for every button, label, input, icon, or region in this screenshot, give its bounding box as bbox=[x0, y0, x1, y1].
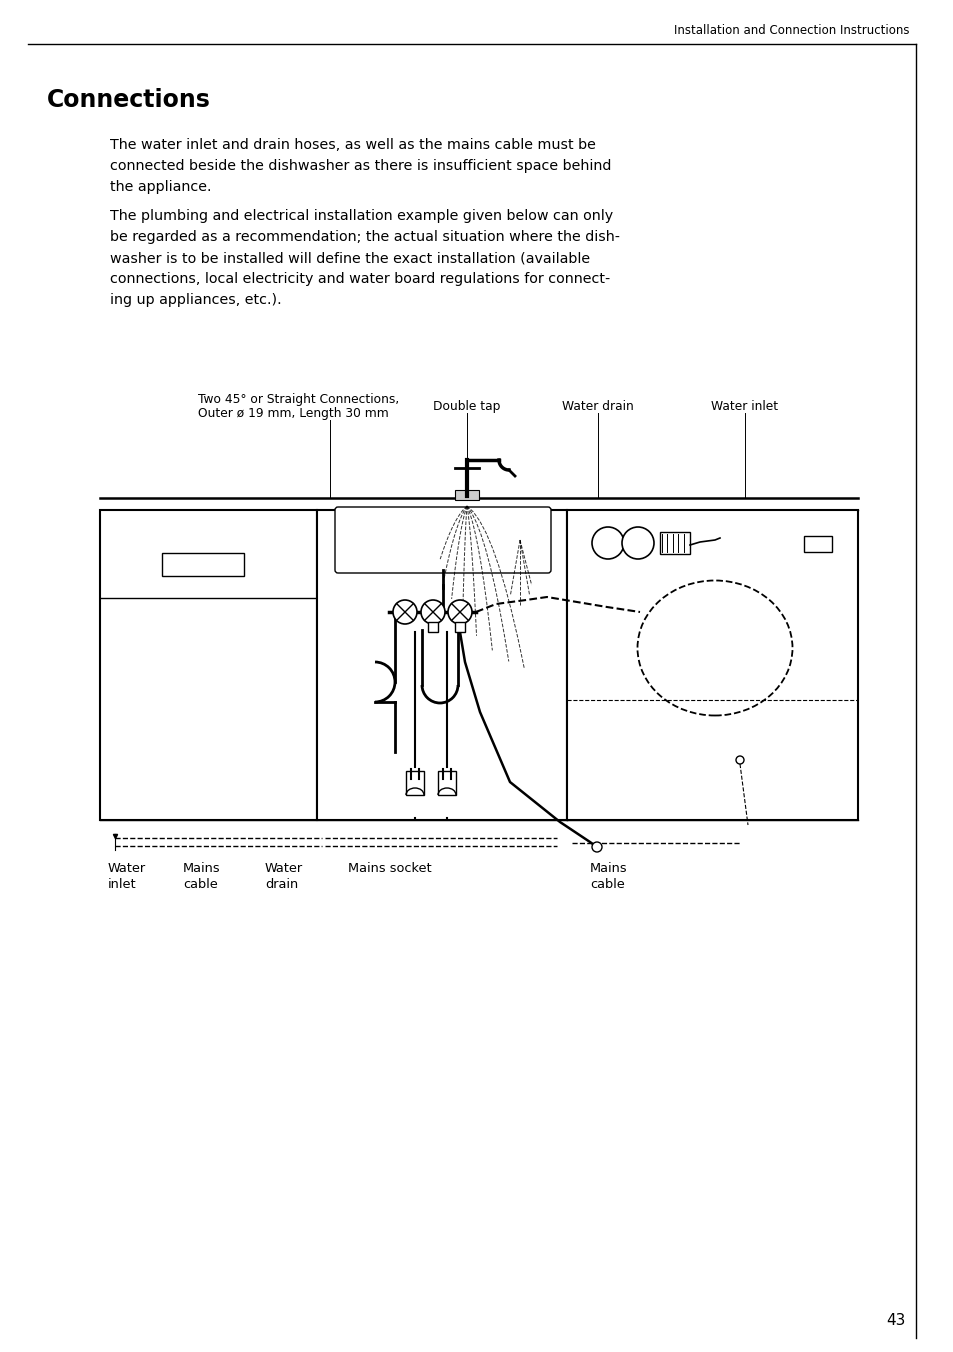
Bar bbox=[659, 531, 689, 554]
Circle shape bbox=[735, 756, 743, 764]
Text: Mains socket: Mains socket bbox=[348, 863, 431, 875]
Text: the appliance.: the appliance. bbox=[110, 180, 212, 193]
Text: Connections: Connections bbox=[47, 88, 211, 112]
Bar bbox=[455, 622, 464, 631]
Circle shape bbox=[592, 527, 623, 558]
Text: connections, local electricity and water board regulations for connect-: connections, local electricity and water… bbox=[110, 272, 610, 287]
Text: Outer ø 19 mm, Length 30 mm: Outer ø 19 mm, Length 30 mm bbox=[198, 407, 388, 420]
FancyBboxPatch shape bbox=[335, 507, 551, 573]
Text: 43: 43 bbox=[885, 1313, 905, 1328]
Bar bbox=[428, 622, 437, 631]
Text: be regarded as a recommendation; the actual situation where the dish-: be regarded as a recommendation; the act… bbox=[110, 230, 619, 243]
Text: ing up appliances, etc.).: ing up appliances, etc.). bbox=[110, 293, 281, 307]
Text: Water
drain: Water drain bbox=[265, 863, 303, 891]
Text: Installation and Connection Instructions: Installation and Connection Instructions bbox=[674, 23, 909, 37]
Text: The plumbing and electrical installation example given below can only: The plumbing and electrical installation… bbox=[110, 210, 613, 223]
Bar bbox=[316, 510, 566, 821]
Text: Water drain: Water drain bbox=[561, 400, 633, 412]
Circle shape bbox=[448, 600, 472, 625]
Text: Water inlet: Water inlet bbox=[711, 400, 778, 412]
Text: Two 45° or Straight Connections,: Two 45° or Straight Connections, bbox=[198, 393, 399, 406]
Circle shape bbox=[393, 600, 416, 625]
Bar bbox=[406, 771, 423, 795]
Circle shape bbox=[621, 527, 654, 558]
Bar bbox=[162, 553, 244, 576]
Bar bbox=[566, 510, 857, 821]
Bar bbox=[100, 510, 316, 821]
Bar bbox=[437, 771, 456, 795]
Text: washer is to be installed will define the exact installation (available: washer is to be installed will define th… bbox=[110, 251, 590, 265]
Bar bbox=[803, 535, 831, 552]
Circle shape bbox=[420, 600, 444, 625]
Text: Double tap: Double tap bbox=[433, 400, 500, 412]
Circle shape bbox=[592, 842, 601, 852]
Text: Mains
cable: Mains cable bbox=[183, 863, 220, 891]
Text: The water inlet and drain hoses, as well as the mains cable must be: The water inlet and drain hoses, as well… bbox=[110, 138, 596, 151]
Text: Mains
cable: Mains cable bbox=[589, 863, 627, 891]
Bar bbox=[455, 489, 478, 500]
Text: Water
inlet: Water inlet bbox=[108, 863, 146, 891]
Text: connected beside the dishwasher as there is insufficient space behind: connected beside the dishwasher as there… bbox=[110, 160, 611, 173]
